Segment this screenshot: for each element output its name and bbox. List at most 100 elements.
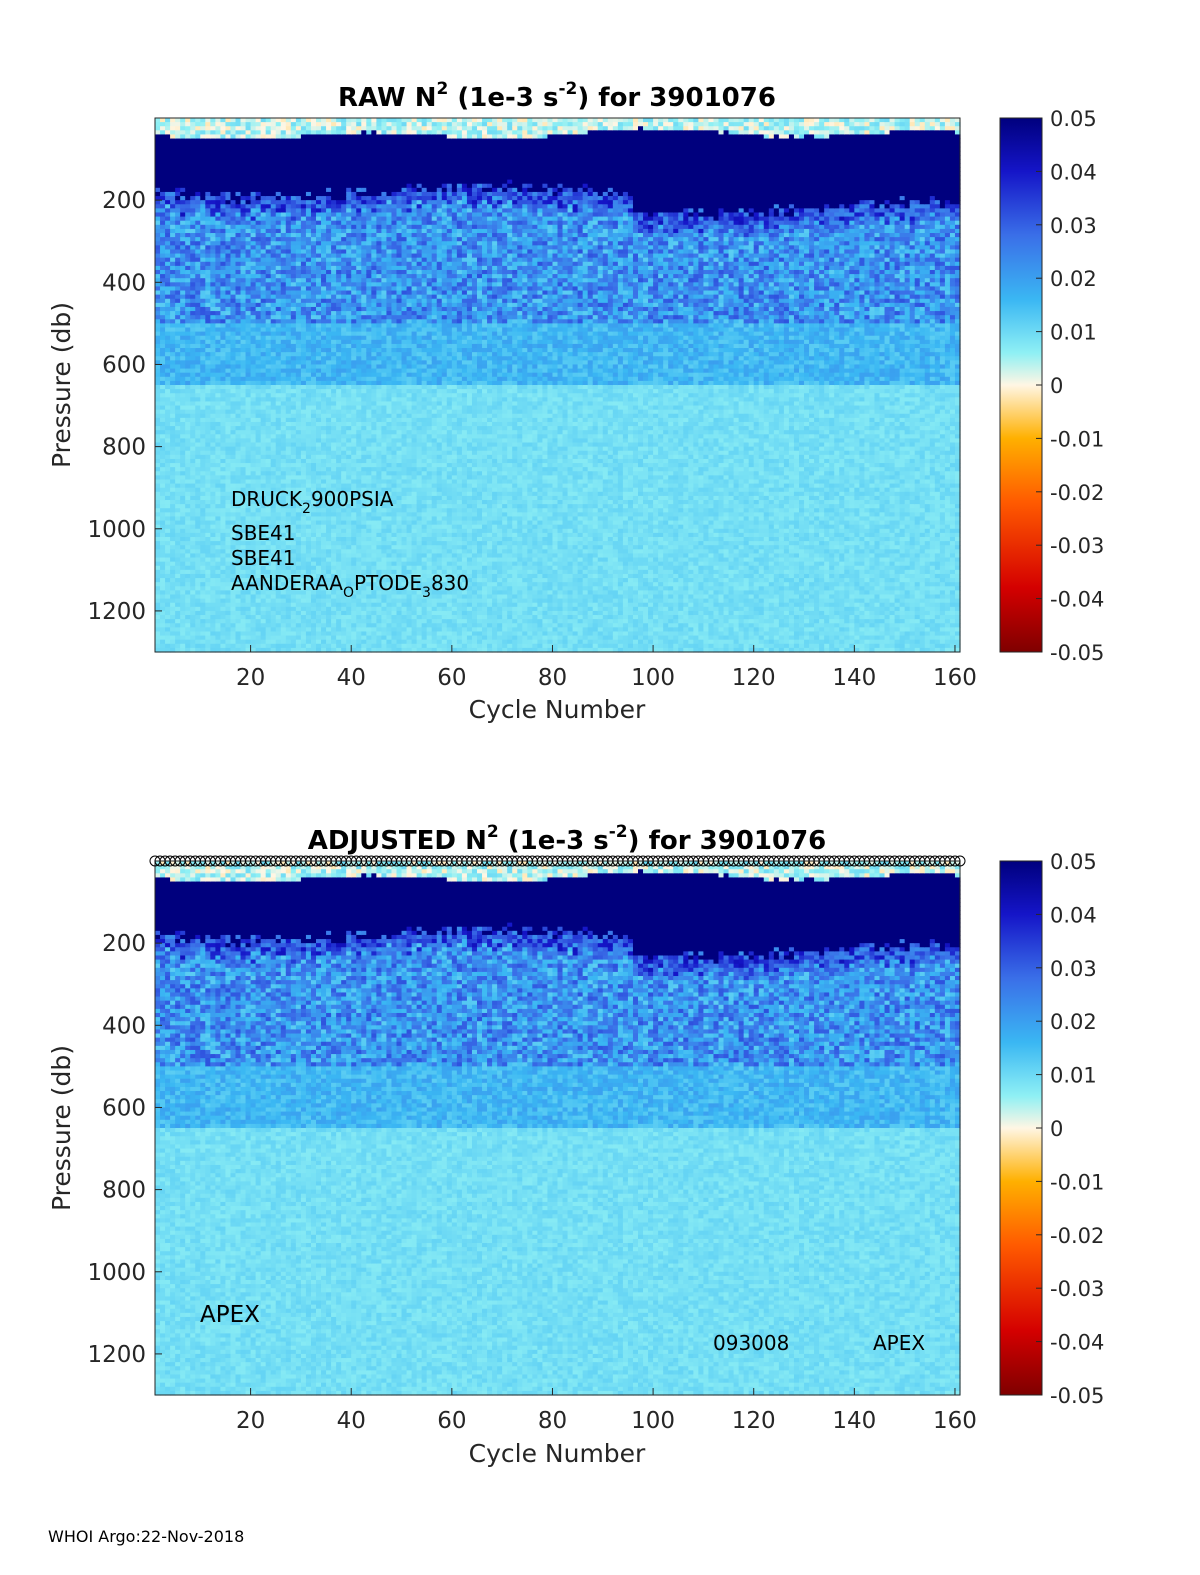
- heatmap-cell: [331, 610, 337, 616]
- heatmap-cell: [185, 590, 191, 596]
- heatmap-cell: [195, 175, 201, 181]
- heatmap-cell: [280, 154, 287, 160]
- heatmap-cell: [160, 500, 166, 505]
- heatmap-cell: [250, 541, 257, 546]
- heatmap-cell: [255, 458, 262, 464]
- heatmap-cell: [321, 175, 327, 181]
- heatmap-cell: [200, 126, 206, 131]
- heatmap-cell: [346, 163, 352, 168]
- heatmap-cell: [185, 557, 191, 563]
- heatmap-cell: [321, 191, 327, 197]
- heatmap-cell: [225, 479, 232, 485]
- heatmap-cell: [190, 541, 196, 546]
- heatmap-cell: [295, 430, 302, 435]
- heatmap-cell: [346, 208, 352, 214]
- heatmap-cell: [155, 487, 161, 493]
- heatmap-cell: [205, 323, 211, 329]
- heatmap-cell: [310, 524, 317, 530]
- heatmap-cell: [190, 200, 196, 205]
- heatmap-cell: [295, 573, 302, 579]
- heatmap-cell: [230, 294, 237, 300]
- heatmap-cell: [210, 339, 216, 345]
- heatmap-cell: [260, 504, 267, 509]
- heatmap-cell: [316, 475, 322, 481]
- heatmap-cell: [270, 134, 277, 140]
- heatmap-cell: [295, 175, 302, 181]
- heatmap-cell: [200, 380, 206, 386]
- heatmap-cell: [270, 430, 277, 435]
- heatmap-cell: [190, 228, 196, 234]
- heatmap-cell: [270, 504, 277, 509]
- heatmap-cell: [310, 138, 317, 144]
- heatmap-cell: [185, 150, 191, 156]
- heatmap-cell: [321, 421, 327, 427]
- heatmap-cell: [210, 335, 216, 341]
- heatmap-cell: [170, 491, 176, 497]
- heatmap-cell: [300, 348, 307, 353]
- heatmap-cell: [165, 512, 171, 518]
- heatmap-cell: [310, 565, 317, 571]
- heatmap-cell: [240, 311, 247, 316]
- heatmap-cell: [200, 253, 206, 259]
- heatmap-cell: [346, 319, 352, 324]
- heatmap-cell: [260, 623, 267, 628]
- heatmap-cell: [245, 163, 252, 168]
- heatmap-cell: [225, 524, 232, 530]
- heatmap-cell: [165, 237, 171, 242]
- heatmap-cell: [255, 647, 262, 653]
- heatmap-cell: [305, 524, 312, 530]
- heatmap-cell: [300, 315, 307, 320]
- heatmap-cell: [326, 590, 332, 596]
- heatmap-cell: [275, 327, 282, 333]
- heatmap-cell: [290, 434, 297, 439]
- heatmap-cell: [230, 376, 237, 382]
- heatmap-cell: [175, 438, 181, 444]
- heatmap-cell: [245, 216, 252, 222]
- heatmap-cell: [175, 331, 181, 337]
- heatmap-cell: [190, 569, 196, 575]
- heatmap-cell: [295, 405, 302, 411]
- heatmap-cell: [310, 265, 317, 271]
- heatmap-cell: [250, 405, 257, 411]
- heatmap-cell: [215, 241, 222, 246]
- heatmap-cell: [265, 257, 272, 263]
- heatmap-cell: [205, 364, 211, 370]
- heatmap-cell: [245, 487, 252, 493]
- heatmap-cell: [245, 352, 252, 357]
- heatmap-cell: [326, 200, 332, 205]
- heatmap-cell: [250, 126, 257, 131]
- heatmap-cell: [285, 541, 292, 546]
- heatmap-cell: [336, 196, 342, 201]
- heatmap-cell: [180, 582, 186, 587]
- heatmap-cell: [280, 504, 287, 509]
- heatmap-cell: [300, 615, 307, 620]
- heatmap-cell: [220, 561, 227, 567]
- heatmap-cell: [200, 491, 206, 497]
- heatmap-cell: [180, 142, 186, 148]
- heatmap-cell: [321, 159, 327, 164]
- heatmap-cell: [180, 569, 186, 575]
- heatmap-cell: [275, 512, 282, 518]
- panel-raw: RAW N2 (1e-3 s-2) for 3901076 20 40 60 80 10…: [47, 79, 1104, 724]
- heatmap-cell: [255, 163, 262, 168]
- heatmap-cell: [220, 458, 227, 464]
- heatmap-cell: [260, 187, 267, 193]
- heatmap-cell: [235, 487, 242, 493]
- heatmap-cell: [346, 269, 352, 275]
- heatmap-cell: [155, 520, 161, 526]
- heatmap-cell: [300, 385, 307, 390]
- heatmap-cell: [290, 487, 297, 493]
- heatmap-cell: [190, 438, 196, 444]
- heatmap-cell: [230, 224, 237, 230]
- heatmap-cell: [175, 343, 181, 349]
- heatmap-cell: [290, 512, 297, 518]
- heatmap-cell: [165, 179, 171, 185]
- heatmap-cell: [265, 159, 272, 164]
- heatmap-cell: [205, 204, 211, 209]
- heatmap-cell: [160, 610, 166, 616]
- heatmap-cell: [170, 335, 176, 341]
- heatmap-cell: [225, 233, 232, 238]
- heatmap-cell: [220, 376, 227, 382]
- heatmap-cell: [305, 306, 312, 312]
- heatmap-cell: [285, 405, 292, 411]
